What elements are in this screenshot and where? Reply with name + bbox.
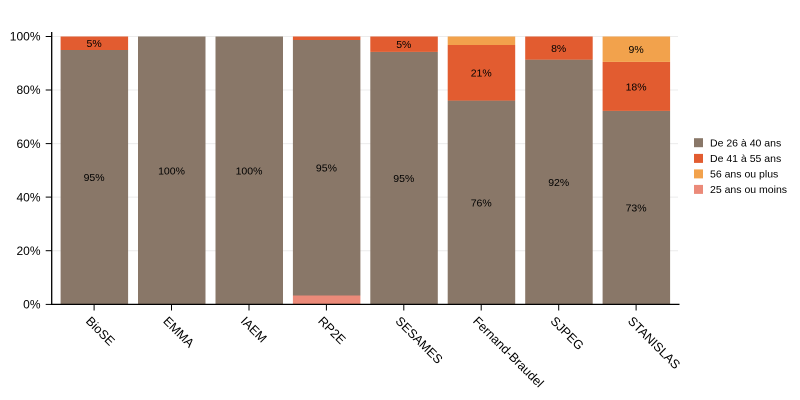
- svg-text:95%: 95%: [316, 163, 337, 175]
- svg-text:40%: 40%: [16, 190, 40, 204]
- svg-text:100%: 100%: [236, 165, 263, 177]
- svg-text:56 ans ou plus: 56 ans ou plus: [710, 169, 778, 181]
- svg-text:95%: 95%: [84, 172, 105, 184]
- svg-text:EMMA: EMMA: [160, 314, 197, 351]
- svg-text:92%: 92%: [548, 177, 569, 189]
- svg-text:100%: 100%: [158, 165, 185, 177]
- svg-text:De 41 à 55 ans: De 41 à 55 ans: [710, 153, 781, 165]
- svg-text:STANISLAS: STANISLAS: [625, 314, 683, 372]
- svg-text:RP2E: RP2E: [315, 314, 348, 347]
- svg-text:De 26 à 40 ans: De 26 à 40 ans: [710, 137, 781, 149]
- svg-text:IAEM: IAEM: [238, 314, 270, 346]
- svg-text:5%: 5%: [87, 38, 102, 50]
- svg-text:SESAMES: SESAMES: [393, 314, 446, 367]
- svg-text:Fernand-Braudel: Fernand-Braudel: [470, 314, 546, 390]
- svg-text:9%: 9%: [629, 44, 644, 56]
- svg-text:0%: 0%: [23, 298, 41, 312]
- svg-text:18%: 18%: [626, 81, 647, 93]
- svg-text:21%: 21%: [471, 68, 492, 80]
- svg-text:76%: 76%: [471, 197, 492, 209]
- svg-text:95%: 95%: [393, 173, 414, 185]
- svg-text:20%: 20%: [16, 244, 40, 258]
- svg-text:73%: 73%: [626, 202, 647, 214]
- svg-text:5%: 5%: [396, 39, 411, 51]
- svg-text:80%: 80%: [16, 83, 40, 97]
- svg-text:25 ans ou moins: 25 ans ou moins: [710, 184, 787, 196]
- svg-text:100%: 100%: [10, 30, 41, 44]
- svg-text:8%: 8%: [551, 43, 566, 55]
- svg-text:BioSE: BioSE: [83, 314, 117, 348]
- svg-text:SJPEG: SJPEG: [548, 314, 587, 353]
- svg-text:60%: 60%: [16, 137, 40, 151]
